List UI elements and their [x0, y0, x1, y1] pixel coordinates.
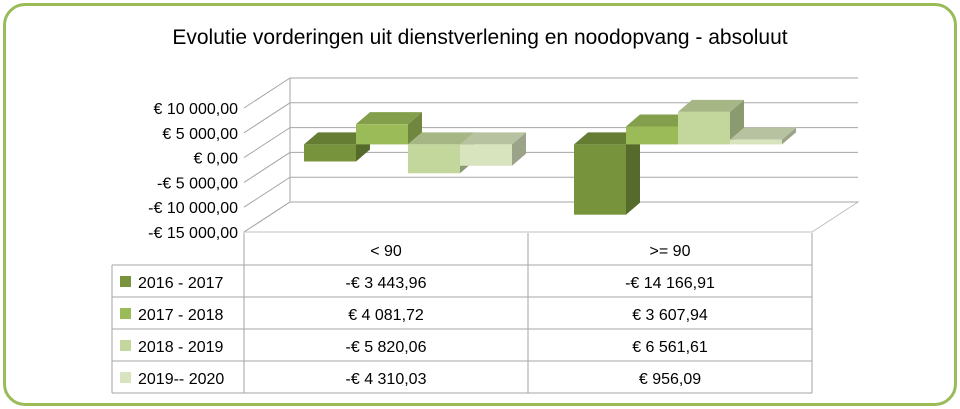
y-tick-label: -€ 10 000,00	[148, 200, 238, 217]
gridlines	[243, 77, 858, 233]
y-tick-label: -€ 15 000,00	[148, 225, 238, 242]
bar-3-2	[678, 99, 744, 145]
bar-1-2	[574, 132, 640, 215]
legend-swatch	[120, 340, 131, 351]
category-label: >= 90	[650, 243, 691, 260]
legend-swatch	[120, 276, 131, 287]
category-label: < 90	[370, 243, 402, 260]
series-name: 2017 - 2018	[138, 307, 224, 324]
y-tick-label: € 10 000,00	[153, 101, 238, 118]
data-cell: € 4 081,72	[348, 307, 424, 324]
y-tick-label: € 0,00	[194, 151, 239, 168]
data-cell: -€ 14 166,91	[625, 275, 715, 292]
data-cell: -€ 4 310,03	[346, 371, 427, 388]
data-cell: -€ 3 443,96	[346, 275, 427, 292]
legend-swatch	[120, 372, 131, 383]
data-cell: -€ 5 820,06	[346, 339, 427, 356]
bar-4-2	[730, 127, 796, 145]
gridline	[243, 77, 858, 109]
bar-2-1	[356, 112, 422, 145]
data-cell: € 956,09	[639, 371, 701, 388]
chart-walls	[242, 201, 860, 233]
series-name: 2018 - 2019	[138, 339, 224, 356]
bar-4-1	[460, 132, 526, 166]
series-name: 2016 - 2017	[138, 275, 224, 292]
data-table: < 90 >= 90 2016 - 2017 -€ 3 443,96 -€ 14 166…	[111, 233, 813, 394]
chart-title: Evolutie vorderingen uit dienstverlening…	[172, 26, 787, 49]
data-cell: € 6 561,61	[632, 339, 708, 356]
y-tick-label: € 5 000,00	[162, 126, 238, 143]
y-axis-ticks: € 10 000,00 € 5 000,00 € 0,00 -€ 5 000,00 -€…	[148, 101, 238, 242]
y-tick-label: -€ 5 000,00	[157, 175, 238, 192]
series-name: 2019-- 2020	[138, 371, 224, 388]
data-cell: € 3 607,94	[632, 307, 708, 324]
bars	[304, 99, 796, 215]
chart-floor	[242, 201, 860, 233]
legend-swatch	[120, 308, 131, 319]
